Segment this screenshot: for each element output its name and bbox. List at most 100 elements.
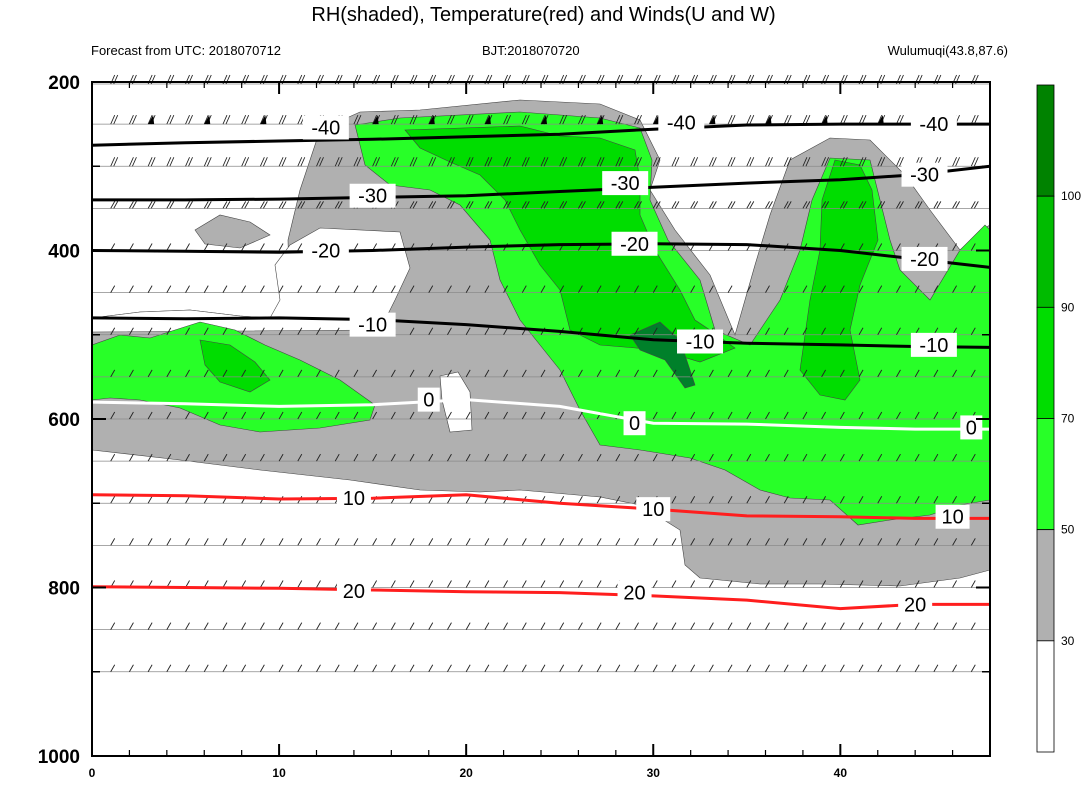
temperature-contour bbox=[92, 585, 990, 611]
wind-barb bbox=[578, 622, 583, 630]
wind-barb bbox=[503, 622, 508, 630]
wind-barb bbox=[711, 201, 717, 209]
contour-label-box bbox=[910, 332, 957, 357]
wind-barb bbox=[372, 453, 378, 462]
wind-barb bbox=[316, 285, 321, 293]
wind-barb bbox=[447, 411, 452, 420]
wind-barb bbox=[297, 201, 303, 209]
wind-barb bbox=[802, 622, 808, 630]
wind-barb bbox=[821, 201, 827, 209]
wind-barb bbox=[690, 580, 696, 588]
wind-barb bbox=[281, 201, 287, 209]
wind-barb bbox=[708, 285, 714, 293]
wind-barb bbox=[297, 243, 303, 251]
wind-barb bbox=[652, 114, 658, 125]
wind-barb bbox=[637, 201, 642, 209]
wind-barb bbox=[559, 285, 565, 293]
wind-barb bbox=[783, 285, 789, 293]
wind-barb bbox=[578, 411, 583, 420]
shaded-rh-layer bbox=[92, 99, 990, 587]
wind-barb bbox=[132, 114, 137, 125]
wind-barb bbox=[955, 157, 960, 167]
wind-barb bbox=[877, 327, 883, 335]
wind-barb bbox=[596, 496, 602, 504]
wind-barb bbox=[297, 664, 303, 672]
wind-barb bbox=[185, 411, 190, 420]
wind-barb bbox=[727, 285, 733, 293]
wind-barb bbox=[708, 538, 714, 546]
wind-barb bbox=[896, 496, 901, 504]
wind-barb bbox=[858, 664, 864, 672]
wind-barb bbox=[970, 157, 976, 167]
wind-barb bbox=[802, 538, 808, 546]
wind-barb bbox=[970, 243, 976, 251]
contour-label-box bbox=[636, 497, 671, 522]
wind-barb bbox=[503, 664, 508, 672]
wind-barb bbox=[222, 453, 228, 462]
wind-barb bbox=[671, 453, 677, 462]
wind-barb bbox=[447, 580, 452, 588]
wind-barb bbox=[877, 664, 883, 672]
wind-barb bbox=[690, 622, 696, 630]
wind-barb bbox=[599, 157, 605, 167]
contour-label-box bbox=[336, 486, 371, 511]
wind-barb bbox=[316, 369, 321, 378]
wind-barb bbox=[858, 496, 864, 504]
wind-barb bbox=[241, 157, 247, 167]
wind-barb bbox=[428, 453, 434, 462]
wind-barb bbox=[316, 622, 321, 630]
wind-barb bbox=[671, 201, 677, 209]
wind-barb bbox=[877, 580, 883, 588]
wind-barb bbox=[858, 243, 864, 251]
wind-barb bbox=[896, 411, 901, 420]
wind-barb bbox=[447, 496, 452, 504]
wind-barb bbox=[877, 538, 883, 546]
wind-barb bbox=[615, 453, 621, 462]
wind-barb bbox=[390, 622, 396, 630]
wind-barb bbox=[319, 157, 324, 167]
wind-barb bbox=[222, 369, 228, 378]
wind-barb bbox=[652, 580, 658, 588]
wind-barb bbox=[147, 411, 153, 420]
wind-barb bbox=[786, 114, 792, 125]
wind-barb bbox=[578, 496, 583, 504]
colorbar-label: 70 bbox=[1061, 412, 1075, 426]
wind-barb bbox=[693, 157, 699, 167]
wind-barb bbox=[821, 580, 827, 588]
wind-barb bbox=[652, 411, 658, 420]
wind-barb bbox=[933, 538, 939, 546]
wind-barb bbox=[671, 538, 677, 546]
wind-barb bbox=[147, 538, 153, 546]
wind-barb bbox=[559, 622, 565, 630]
wind-barb bbox=[222, 157, 228, 167]
wind-barb bbox=[465, 411, 471, 420]
wind-barb bbox=[596, 114, 602, 125]
wind-barb bbox=[484, 580, 490, 588]
wind-barb bbox=[278, 327, 284, 335]
wind-barb bbox=[634, 664, 639, 672]
wind-barb bbox=[166, 243, 172, 251]
wind-barb bbox=[521, 201, 527, 209]
wind-barb bbox=[206, 201, 212, 209]
wind-barb bbox=[278, 622, 284, 630]
wind-barb bbox=[110, 496, 116, 504]
wind-barb bbox=[484, 114, 490, 125]
wind-barb bbox=[409, 201, 415, 209]
temperature-contour bbox=[92, 398, 990, 431]
wind-barb bbox=[596, 538, 602, 546]
contour-label: 10 bbox=[343, 488, 365, 510]
wind-barb bbox=[487, 157, 493, 167]
wind-barb bbox=[185, 285, 190, 293]
wind-barb bbox=[540, 580, 546, 588]
wind-barb bbox=[559, 580, 565, 588]
wind-barb bbox=[409, 453, 415, 462]
contour-label-box bbox=[901, 246, 948, 271]
wind-barb bbox=[917, 201, 923, 209]
wind-barb bbox=[110, 622, 116, 630]
y-tick-label: 800 bbox=[48, 579, 80, 600]
wind-barb bbox=[727, 496, 733, 504]
wind-barb bbox=[674, 201, 680, 209]
wind-barb bbox=[297, 327, 303, 335]
wind-barb bbox=[634, 538, 639, 546]
